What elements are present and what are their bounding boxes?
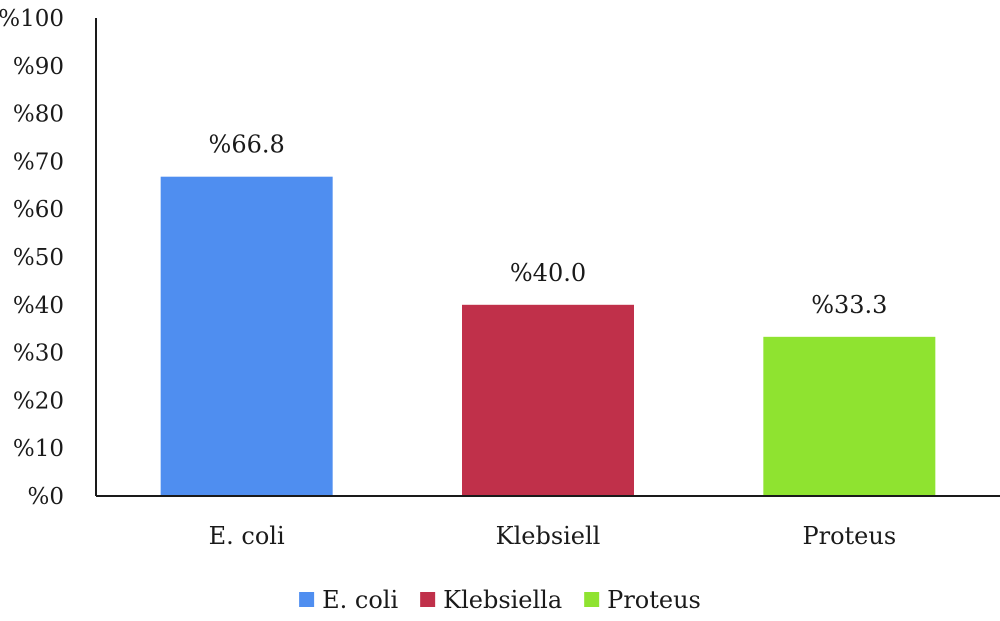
data-label: %40.0: [510, 259, 586, 287]
legend-swatch: [299, 592, 315, 607]
data-label: %66.8: [209, 131, 285, 159]
bar: [160, 176, 333, 497]
legend-swatch: [420, 592, 436, 607]
y-tick-label: %40: [13, 293, 64, 319]
y-tick-label: %100: [0, 6, 64, 32]
bar: [462, 304, 634, 496]
legend-label: E. coli: [322, 586, 398, 614]
legend: E. coli Klebsiella Proteus: [299, 586, 701, 614]
y-axis-ticks: %0 %10 %20 %30 %40 %50 %60 %70 %80 %90 %100: [0, 6, 64, 510]
y-tick-label: %50: [13, 245, 64, 271]
y-tick-label: %20: [13, 388, 64, 414]
bars-group: [160, 176, 936, 497]
x-tick-label: Proteus: [802, 522, 896, 550]
y-tick-label: %10: [13, 436, 64, 462]
y-tick-label: %30: [13, 341, 64, 367]
data-labels-group: %66.8 %40.0 %33.3: [209, 131, 888, 319]
y-tick-label: %60: [13, 197, 64, 223]
bar: [763, 336, 936, 496]
x-tick-label: E. coli: [209, 522, 285, 550]
y-tick-label: %80: [13, 102, 64, 128]
data-label: %33.3: [811, 291, 887, 319]
x-axis-ticks: E. coli Klebsiell Proteus: [209, 522, 897, 550]
x-tick-label: Klebsiell: [496, 522, 601, 550]
y-tick-label: %0: [28, 484, 65, 510]
y-tick-label: %90: [13, 54, 64, 80]
legend-label: Proteus: [607, 586, 701, 614]
legend-label: Klebsiella: [443, 586, 562, 614]
y-tick-label: %70: [13, 149, 64, 175]
legend-swatch: [584, 592, 600, 607]
